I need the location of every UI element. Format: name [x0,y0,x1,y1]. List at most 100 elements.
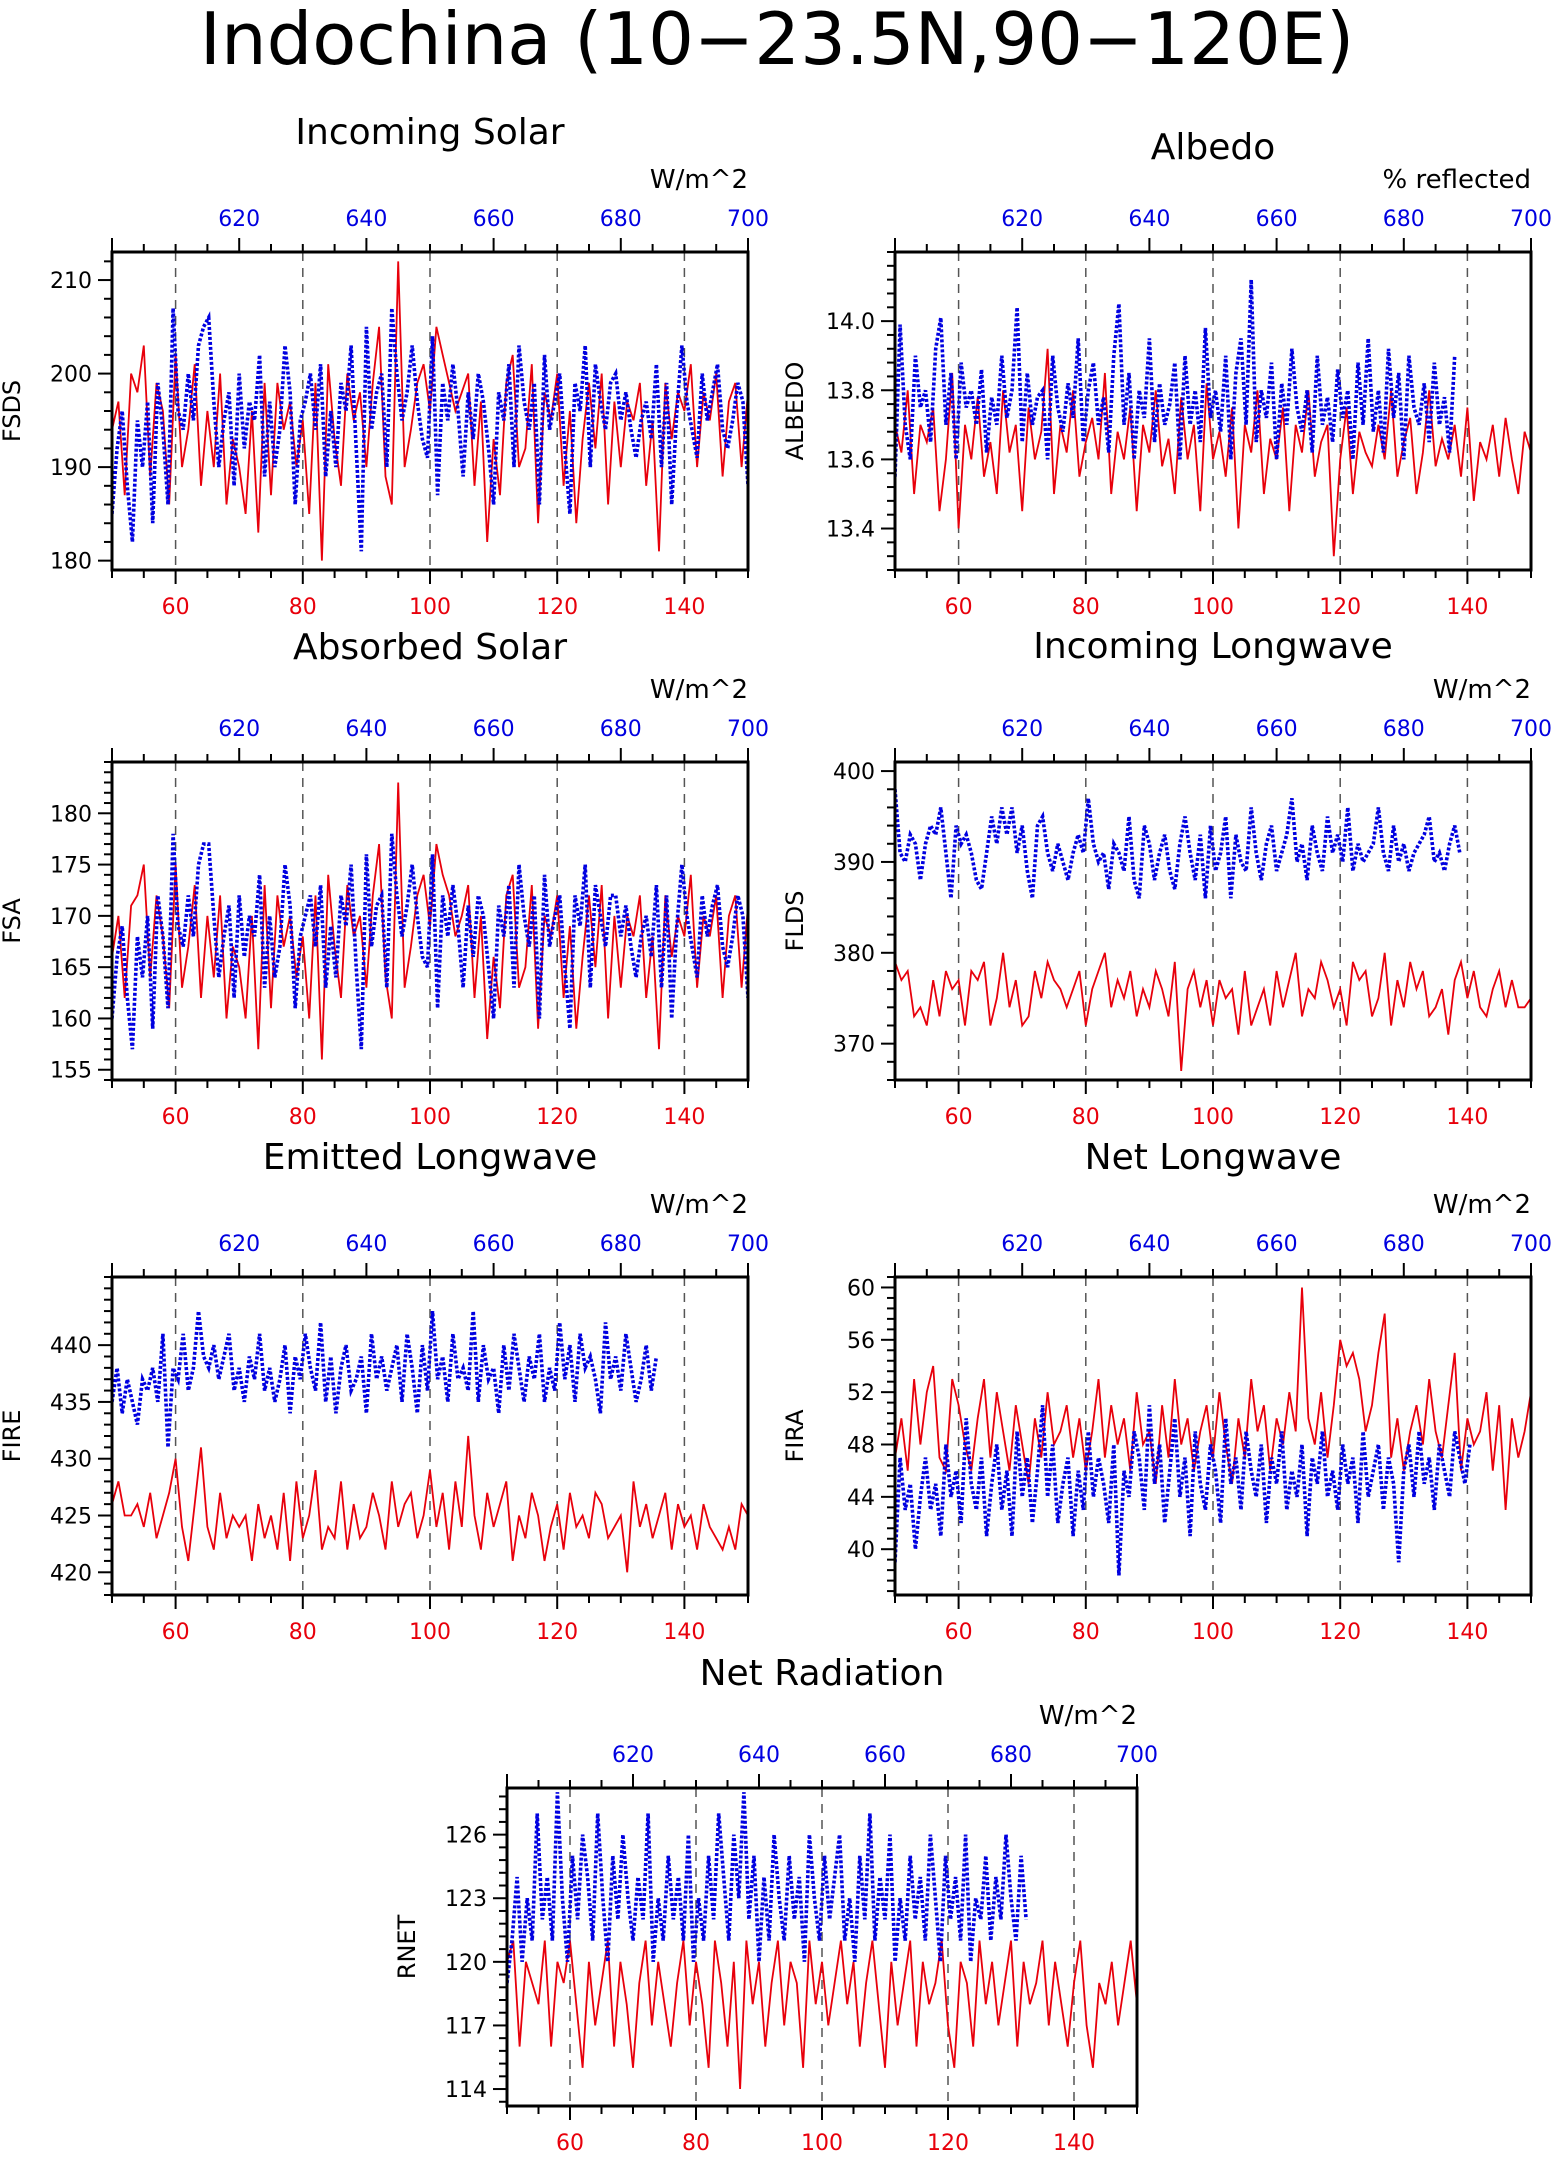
y-tick-label: 170 [50,905,92,930]
y-axis-label: FSDS [0,380,26,442]
x-top-tick-label: 680 [1383,717,1425,742]
y-tick-label: 180 [50,550,92,575]
x-bottom-tick-label: 60 [162,595,190,620]
panel-title: Incoming Longwave [1033,626,1393,667]
x-bottom-tick-label: 140 [663,1105,705,1130]
x-top-tick-label: 620 [218,717,260,742]
y-tick-label: 48 [847,1434,875,1459]
plot-frame [505,1786,1139,2108]
series-line-blue [112,307,748,552]
y-tick-label: 117 [445,2014,487,2039]
panel-emitted-longwave: Emitted Longwave W/m^2 FIRE 60 80 100 120 140 62… [0,1137,769,1645]
y-tick-label: 123 [445,1887,487,1912]
x-top-tick-label: 660 [864,1743,906,1768]
x-bottom-tick-label: 140 [1446,595,1488,620]
series-line-blue [895,279,1457,477]
x-bottom-tick-label: 80 [1072,1620,1100,1645]
x-top-tick-label: 620 [1001,1232,1043,1257]
panel-absorbed-solar: Absorbed Solar W/m^2 FSA 60 80 100 120 140 620 64… [0,627,769,1130]
x-bottom-tick-label: 120 [536,1105,578,1130]
panel-title: Incoming Solar [295,112,564,153]
x-top-tick-label: 640 [1128,207,1170,232]
y-tick-label: 52 [847,1381,875,1406]
x-bottom-tick-label: 80 [682,2131,710,2156]
x-top-tick-label: 680 [990,1743,1032,1768]
x-top-tick-label: 640 [345,1232,387,1257]
y-tick-label: 370 [833,1033,875,1058]
x-bottom-tick-label: 120 [536,1620,578,1645]
x-top-tick-label: 640 [345,717,387,742]
x-top-tick-label: 660 [473,717,515,742]
x-bottom-tick-label: 80 [289,595,317,620]
series-line-red [112,1435,748,1573]
x-top-tick-label: 700 [1510,717,1552,742]
y-tick-label: 14.0 [826,310,875,335]
y-tick-label: 126 [445,1824,487,1849]
y-tick-label: 44 [847,1486,875,1511]
y-tick-label: 155 [50,1059,92,1084]
x-bottom-tick-label: 60 [945,595,973,620]
x-bottom-tick-label: 140 [1446,1105,1488,1130]
x-top-tick-label: 660 [473,207,515,232]
x-bottom-tick-label: 120 [927,2131,969,2156]
series-line-red [112,782,748,1060]
x-bottom-tick-label: 140 [663,595,705,620]
x-bottom-tick-label: 60 [162,1105,190,1130]
y-axis-label: ALBEDO [781,362,809,461]
y-tick-label: 210 [50,269,92,294]
plot-frame [893,1275,1533,1597]
plot-frame [893,250,1533,572]
x-bottom-tick-label: 100 [409,1620,451,1645]
y-tick-label: 114 [445,2078,487,2103]
x-top-tick-label: 660 [1256,1232,1298,1257]
series-line-blue [112,1310,659,1448]
units-label: W/m^2 [650,675,748,705]
y-axis-label: FIRE [0,1410,26,1463]
panel-title: Net Radiation [700,1653,945,1694]
x-bottom-tick-label: 80 [1072,595,1100,620]
plot-frame [110,760,750,1082]
y-axis-label: RNET [393,1914,421,1979]
series-line-blue [507,1792,1028,1984]
x-bottom-tick-label: 120 [1319,595,1361,620]
x-top-tick-label: 700 [727,1232,769,1257]
units-label: W/m^2 [1039,1701,1137,1731]
x-bottom-tick-label: 120 [1319,1105,1361,1130]
x-bottom-tick-label: 100 [409,595,451,620]
series-line-red [895,1287,1531,1510]
y-tick-label: 440 [50,1334,92,1359]
y-tick-label: 420 [50,1561,92,1586]
x-bottom-tick-label: 60 [162,1620,190,1645]
units-label: W/m^2 [650,165,748,195]
x-top-tick-label: 700 [1510,207,1552,232]
x-bottom-tick-label: 60 [945,1105,973,1130]
y-tick-label: 200 [50,363,92,388]
y-tick-label: 400 [833,760,875,785]
x-top-tick-label: 660 [1256,207,1298,232]
x-bottom-tick-label: 80 [289,1105,317,1130]
x-top-tick-label: 640 [1128,1232,1170,1257]
x-bottom-tick-label: 140 [1053,2131,1095,2156]
x-top-tick-label: 700 [727,207,769,232]
x-bottom-tick-label: 80 [289,1620,317,1645]
y-tick-label: 13.8 [826,379,875,404]
plot-frame [110,1275,750,1597]
x-bottom-tick-label: 140 [1446,1620,1488,1645]
units-label: % reflected [1383,165,1531,195]
figure-title: Indochina (10−23.5N,90−120E) [200,0,1355,81]
panel-incoming-solar: Incoming Solar W/m^2 FSDS 60 80 100 120 140 620 6… [0,112,769,620]
y-tick-label: 435 [50,1391,92,1416]
x-top-tick-label: 680 [600,207,642,232]
y-tick-label: 160 [50,1007,92,1032]
x-top-tick-label: 680 [1383,1232,1425,1257]
x-bottom-tick-label: 80 [1072,1105,1100,1130]
y-tick-label: 13.6 [826,448,875,473]
panel-title: Absorbed Solar [293,627,567,668]
x-bottom-tick-label: 140 [663,1620,705,1645]
x-bottom-tick-label: 100 [1192,595,1234,620]
panel-incoming-longwave: Incoming Longwave W/m^2 FLDS 60 80 100 120 140 6… [781,626,1552,1130]
y-tick-label: 60 [847,1276,875,1301]
x-top-tick-label: 620 [612,1743,654,1768]
x-top-tick-label: 700 [1510,1232,1552,1257]
